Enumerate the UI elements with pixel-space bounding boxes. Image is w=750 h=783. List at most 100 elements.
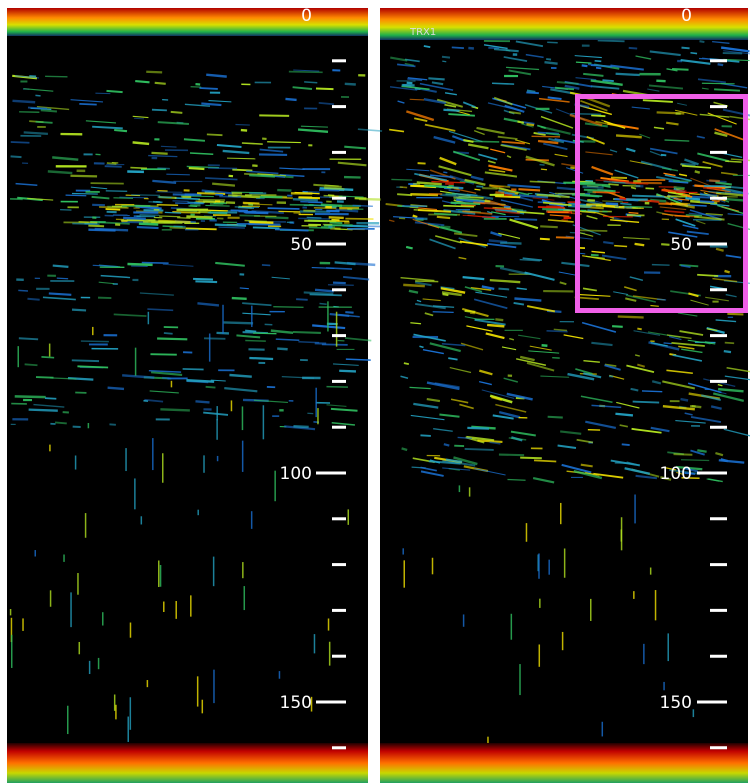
depth-label: 100 xyxy=(660,464,692,484)
echo xyxy=(25,364,38,365)
echo xyxy=(27,299,39,300)
echo xyxy=(699,41,704,42)
echo xyxy=(465,449,494,450)
echo xyxy=(160,409,189,410)
echo xyxy=(159,216,180,217)
echo xyxy=(57,278,68,279)
echo xyxy=(72,194,98,195)
echo xyxy=(41,110,57,111)
echo xyxy=(227,158,255,159)
echo xyxy=(353,205,373,206)
bottom-band xyxy=(380,743,748,783)
echo xyxy=(285,99,296,100)
echo xyxy=(346,359,371,360)
echo xyxy=(267,142,301,143)
echo xyxy=(727,314,743,315)
echo xyxy=(265,217,288,218)
echo xyxy=(437,217,450,218)
echo xyxy=(505,193,515,194)
echo xyxy=(206,387,216,388)
echo xyxy=(127,264,152,265)
depth-label: 0 xyxy=(681,6,692,26)
echo xyxy=(664,343,672,344)
echo xyxy=(199,88,217,89)
echo xyxy=(442,61,446,62)
echo xyxy=(229,375,251,377)
echo xyxy=(277,349,287,350)
echo xyxy=(207,134,223,135)
echo xyxy=(41,357,54,358)
echo xyxy=(315,290,334,292)
echo xyxy=(196,201,225,202)
echo xyxy=(135,81,149,82)
echo xyxy=(310,294,342,295)
echo xyxy=(618,316,644,317)
echo xyxy=(587,210,599,211)
echo xyxy=(164,333,173,334)
echo xyxy=(582,65,588,66)
echo xyxy=(186,380,214,381)
echo xyxy=(72,360,99,361)
echo xyxy=(273,307,303,308)
echo xyxy=(541,169,547,170)
echo xyxy=(329,217,344,218)
echo xyxy=(681,460,709,461)
echo xyxy=(77,366,108,367)
echo xyxy=(29,410,58,411)
echo xyxy=(123,218,146,219)
echo xyxy=(709,180,720,181)
echo xyxy=(161,146,177,147)
echo xyxy=(612,326,623,327)
echo xyxy=(608,184,618,185)
echo xyxy=(106,191,127,192)
echo xyxy=(140,215,160,216)
echo xyxy=(487,325,504,326)
echo xyxy=(725,161,741,162)
echo xyxy=(53,266,69,267)
echo xyxy=(591,115,605,116)
echo xyxy=(415,281,438,282)
echo xyxy=(406,247,413,249)
echo xyxy=(674,187,685,188)
echo xyxy=(81,341,109,342)
echo xyxy=(289,72,323,73)
echo xyxy=(676,203,691,204)
echo xyxy=(428,78,444,79)
echo xyxy=(674,454,693,455)
echo xyxy=(402,448,408,450)
echo xyxy=(499,455,524,456)
echo xyxy=(690,53,697,54)
echo xyxy=(166,174,189,175)
echo xyxy=(55,422,67,423)
echo xyxy=(629,213,639,214)
echo xyxy=(629,48,637,49)
echo xyxy=(268,208,300,209)
echo xyxy=(602,80,613,81)
echo xyxy=(661,190,686,192)
echo xyxy=(183,369,204,370)
echo xyxy=(293,426,308,427)
echo xyxy=(319,190,339,191)
echo xyxy=(359,199,381,200)
echo xyxy=(15,396,46,397)
echo xyxy=(275,229,309,230)
echo xyxy=(36,122,53,123)
echo xyxy=(240,215,260,216)
echo xyxy=(249,175,275,176)
echo xyxy=(518,189,540,190)
echo xyxy=(109,424,115,425)
echo xyxy=(131,195,160,196)
echo xyxy=(45,76,67,77)
echo xyxy=(637,329,641,330)
echo xyxy=(322,344,348,345)
echo xyxy=(495,192,504,193)
echo xyxy=(544,62,557,64)
echo xyxy=(420,435,430,436)
echo xyxy=(66,195,87,196)
echo xyxy=(79,222,98,223)
echo xyxy=(146,72,162,73)
echo xyxy=(142,263,169,264)
echo xyxy=(725,271,730,272)
surface-band xyxy=(7,8,368,36)
echo xyxy=(208,168,237,169)
